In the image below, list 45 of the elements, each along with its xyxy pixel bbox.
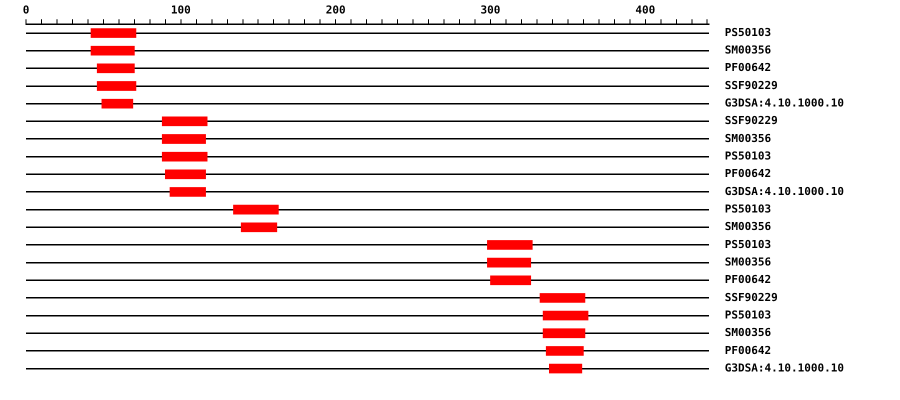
y-tick-label: G3DSA:4.10.1000.10 (724, 184, 844, 198)
bar (487, 240, 533, 250)
bar (540, 293, 586, 303)
y-tick-label: PS50103 (724, 238, 772, 251)
y-tick-label: G3DSA:4.10.1000.10 (724, 361, 844, 374)
x-tick-label: 300 (480, 3, 500, 16)
y-tick-label: SSF90229 (724, 114, 778, 128)
y-tick-label: PS50103 (724, 26, 772, 39)
y-tick-label: SM00356 (724, 132, 772, 145)
y-tick-label: SM00356 (724, 326, 772, 340)
bar (542, 328, 586, 338)
x-tick-label: 200 (326, 3, 346, 16)
bar (542, 310, 588, 320)
bar (546, 346, 584, 356)
y-tick-label: SM00356 (724, 220, 772, 234)
bar (162, 152, 208, 162)
y-tick-label: PF00642 (724, 61, 772, 74)
y-tick-label: SSF90229 (724, 290, 778, 304)
bar (96, 81, 136, 91)
bar (90, 46, 135, 56)
y-tick-label: PF00642 (724, 167, 772, 180)
y-tick-label: SM00356 (724, 255, 772, 268)
y-tick-label: PF00642 (724, 273, 772, 286)
y-tick-label: SSF90229 (724, 78, 778, 92)
x-tick-label: 400 (635, 3, 656, 16)
y-tick-label: PS50103 (724, 202, 772, 216)
bar (96, 64, 135, 74)
bar (233, 204, 279, 214)
bar (90, 28, 136, 38)
bar (162, 116, 208, 126)
y-tick-label: PF00642 (724, 344, 772, 357)
bar (162, 134, 206, 144)
y-tick-label: SM00356 (724, 44, 772, 57)
x-tick-label: 100 (170, 3, 191, 16)
bar (165, 169, 206, 180)
y-tick-label: PS50103 (724, 308, 772, 322)
y-tick-label: G3DSA:4.10.1000.10 (724, 96, 844, 110)
bar (170, 187, 206, 197)
bar (102, 98, 134, 108)
bar (240, 222, 278, 232)
bar (490, 275, 532, 286)
bar (548, 364, 582, 374)
bar (487, 258, 532, 268)
x-tick-label: 0 (22, 3, 30, 16)
y-tick-label: PS50103 (724, 150, 772, 163)
